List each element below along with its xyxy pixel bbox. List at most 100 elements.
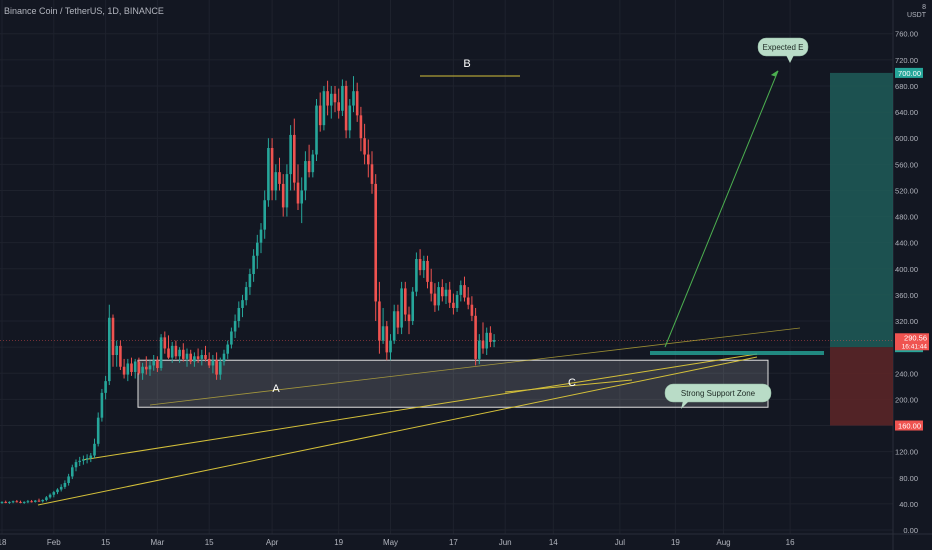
- candle-body: [185, 353, 189, 359]
- candle-body: [244, 287, 248, 301]
- candle-body: [281, 183, 285, 208]
- x-tick-label: Jun: [499, 538, 512, 547]
- candle-body: [374, 183, 377, 302]
- candle-body: [252, 255, 255, 275]
- candle-body: [485, 332, 488, 349]
- candle-body: [470, 304, 474, 316]
- candle-body: [119, 345, 122, 367]
- currency-mark: 8: [922, 4, 926, 11]
- x-tick-label: May: [383, 538, 398, 547]
- y-tick-label: 760.00: [895, 30, 918, 39]
- candle-body: [96, 417, 100, 444]
- x-tick-label: 19: [334, 538, 343, 547]
- price-marker-label: 700.00: [898, 69, 921, 78]
- x-tick-label: Aug: [716, 538, 730, 547]
- candle-body: [378, 301, 381, 341]
- x-tick-label: Feb: [47, 538, 61, 547]
- candle-body: [78, 460, 81, 463]
- y-tick-label: 40.00: [899, 500, 918, 509]
- candle-body: [285, 174, 289, 208]
- x-tick-label: 17: [449, 538, 458, 547]
- candle-body: [311, 154, 315, 173]
- candle-body: [22, 501, 26, 503]
- y-tick-label: 640.00: [895, 108, 918, 117]
- candle-body: [385, 326, 389, 353]
- y-tick-label: 240.00: [895, 369, 918, 378]
- candle-body: [267, 147, 270, 201]
- candle-body: [422, 260, 426, 271]
- support-zone-callout-tail: [681, 401, 689, 409]
- candle-body: [466, 297, 470, 305]
- y-tick-label: 120.00: [895, 448, 918, 457]
- candle-body: [30, 501, 33, 503]
- y-tick-label: 320.00: [895, 317, 918, 326]
- candle-body: [448, 289, 451, 303]
- candle-body: [263, 200, 266, 230]
- candle-body: [248, 274, 252, 288]
- candle-body: [145, 366, 148, 370]
- last-price-label: 290.56: [904, 333, 927, 342]
- candle-body: [459, 285, 463, 295]
- candle-body: [170, 345, 174, 358]
- candle-body: [152, 360, 155, 366]
- symbol-title: Binance Coin / TetherUS, 1D, BINANCE: [4, 6, 164, 16]
- countdown-label: 16:41:44: [902, 343, 928, 350]
- candle-body: [433, 293, 437, 306]
- candle-body: [133, 361, 137, 372]
- candle-body: [141, 366, 144, 374]
- candle-body: [348, 105, 352, 131]
- candle-body: [148, 365, 152, 370]
- y-tick-label: 720.00: [895, 56, 918, 65]
- y-tick-label: 480.00: [895, 213, 918, 222]
- wave-label-b: B: [463, 58, 470, 70]
- candle-body: [455, 294, 459, 308]
- candle-body: [215, 360, 218, 375]
- candle-body: [315, 105, 318, 155]
- candle-body: [115, 345, 118, 355]
- candle-body: [111, 317, 115, 355]
- candle-body: [200, 354, 204, 359]
- candle-body: [26, 501, 30, 503]
- candle-body: [274, 172, 278, 191]
- candle-body: [163, 337, 167, 349]
- support-zone-box: [137, 359, 769, 408]
- candle-body: [278, 172, 281, 184]
- candle-body: [293, 134, 296, 183]
- support-zone-callout-bubble: [664, 383, 772, 403]
- candle-body: [122, 366, 126, 375]
- candle-body: [59, 486, 63, 490]
- profit-zone: [830, 72, 893, 348]
- candle-body: [352, 91, 355, 106]
- x-tick-label: Mar: [151, 538, 165, 547]
- price-marker-160.00: [895, 420, 923, 431]
- last-price-tag: [895, 333, 929, 351]
- candle-body: [400, 288, 403, 328]
- candle-body: [67, 476, 70, 483]
- candle-body: [344, 85, 348, 131]
- candle-body: [207, 358, 211, 366]
- y-tick-label: 200.00: [895, 395, 918, 404]
- y-tick-label: 440.00: [895, 239, 918, 248]
- candle-body: [481, 340, 485, 349]
- support-zone-callout-text: Strong Support Zone: [681, 389, 756, 398]
- candle-body: [104, 381, 107, 393]
- loss-zone: [830, 347, 893, 426]
- candle-body: [407, 314, 411, 322]
- candle-body: [178, 349, 181, 357]
- candle-body: [19, 501, 22, 503]
- candle-body: [441, 287, 444, 297]
- price-marker-700.00: [895, 67, 923, 78]
- candle-body: [300, 190, 303, 204]
- candle-body: [93, 443, 96, 456]
- candle-body: [100, 392, 104, 418]
- candle-body: [108, 317, 111, 382]
- candle-body: [52, 492, 56, 495]
- candle-body: [426, 260, 429, 282]
- y-tick-label: 0.00: [903, 526, 918, 535]
- y-tick-label: 400.00: [895, 265, 918, 274]
- candle-body: [4, 501, 7, 503]
- trendline-upper: [81, 353, 758, 461]
- candle-body: [0, 501, 4, 503]
- candle-body: [126, 363, 130, 375]
